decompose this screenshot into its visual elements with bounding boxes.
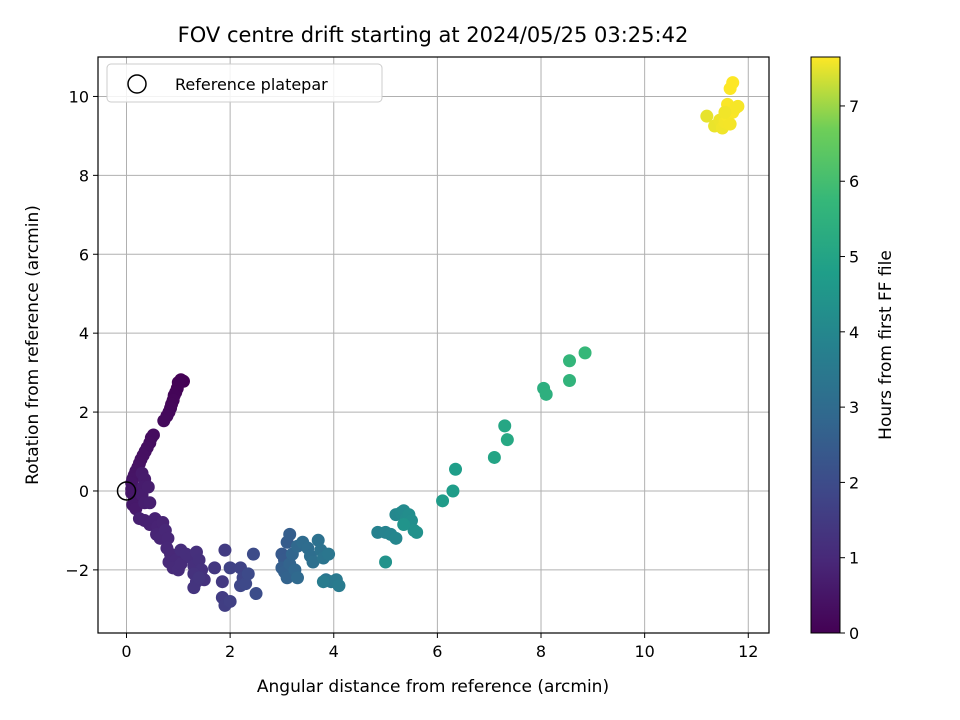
scatter-point: [487, 450, 501, 464]
plot-frame: [97, 56, 770, 634]
scatter-point: [141, 480, 155, 494]
scatter-point: [436, 494, 450, 508]
scatter-point: [563, 374, 577, 388]
scatter-point: [500, 433, 514, 447]
scatter-point: [208, 561, 222, 575]
scatter-point: [700, 109, 714, 123]
scatter-point: [249, 587, 263, 601]
x-tick-label: 0: [121, 642, 131, 661]
scatter-point: [718, 105, 732, 119]
y-tick-label: 6: [79, 245, 89, 264]
colorbar-ticks: 0 1 2 3 4 5 6 7: [840, 97, 859, 643]
scatter-point: [306, 555, 320, 569]
scatter-point: [218, 543, 232, 557]
colorbar-tick-label: 4: [849, 323, 859, 342]
scatter-point: [563, 354, 577, 368]
colorbar-tick-label: 1: [849, 549, 859, 568]
reference-point-marker: [116, 481, 137, 501]
y-tick-label: −2: [65, 561, 89, 580]
scatter-point: [187, 581, 201, 595]
scatter-point: [389, 531, 403, 545]
y-tick-label: 10: [69, 87, 89, 106]
x-tick-label: 6: [432, 642, 442, 661]
scatter-point: [174, 557, 188, 571]
scatter-point: [143, 496, 157, 510]
scatter-point: [283, 527, 297, 541]
scatter-point: [241, 567, 255, 581]
legend-box: [106, 63, 383, 103]
y-tick-label: 8: [79, 166, 89, 185]
scatter-point: [161, 531, 175, 545]
y-axis-ticks: −2 0 2 4 6 8 10: [65, 87, 98, 580]
scatter-point: [498, 419, 512, 433]
scatter-point: [539, 387, 553, 401]
x-axis-ticks: 0 2 4 6 8 10 12: [121, 633, 758, 661]
scatter-point: [239, 577, 253, 591]
colorbar-tick-label: 2: [849, 473, 859, 492]
scatter-points: [125, 76, 745, 612]
colorbar-tick-label: 5: [849, 248, 859, 267]
colorbar-tick-label: 3: [849, 398, 859, 417]
y-tick-label: 4: [79, 324, 89, 343]
scatter-point: [316, 575, 330, 589]
scatter-point: [731, 99, 745, 113]
scatter-point: [223, 561, 237, 575]
legend: Reference platepar: [106, 63, 383, 103]
x-tick-label: 8: [536, 642, 546, 661]
scatter-point: [215, 575, 229, 589]
scatter-point: [578, 346, 592, 360]
chart-title: FOV centre drift starting at 2024/05/25 …: [178, 23, 689, 47]
scatter-point: [223, 594, 237, 608]
legend-label: Reference platepar: [175, 75, 328, 94]
colorbar-tick-label: 0: [849, 624, 859, 643]
scatter-point: [723, 117, 737, 131]
colorbar-tick-label: 7: [849, 97, 859, 116]
scatter-point: [397, 518, 411, 532]
grid-lines: [98, 57, 769, 633]
y-tick-label: 0: [79, 482, 89, 501]
x-axis-label: Angular distance from reference (arcmin): [257, 677, 609, 697]
y-axis-label: Rotation from reference (arcmin): [23, 205, 43, 485]
colorbar-label: Hours from first FF file: [876, 250, 896, 440]
scatter-point: [446, 484, 460, 498]
scatter-point: [157, 414, 171, 428]
x-tick-label: 10: [634, 642, 654, 661]
colorbar-tick-label: 6: [849, 172, 859, 191]
scatter-point: [311, 533, 325, 547]
scatter-point: [726, 76, 740, 90]
scatter-point: [192, 553, 206, 567]
x-tick-label: 4: [329, 642, 339, 661]
colorbar: [810, 56, 841, 634]
scatter-point: [449, 462, 463, 476]
scatter-point: [410, 525, 424, 539]
x-tick-label: 2: [225, 642, 235, 661]
scatter-point: [322, 547, 336, 561]
scatter-point: [332, 579, 346, 593]
legend-marker-icon: [127, 74, 147, 94]
y-tick-label: 2: [79, 403, 89, 422]
x-tick-label: 12: [738, 642, 758, 661]
scatter-point: [192, 571, 206, 585]
scatter-point: [379, 555, 393, 569]
scatter-point: [246, 547, 260, 561]
scatter-point: [290, 571, 304, 585]
